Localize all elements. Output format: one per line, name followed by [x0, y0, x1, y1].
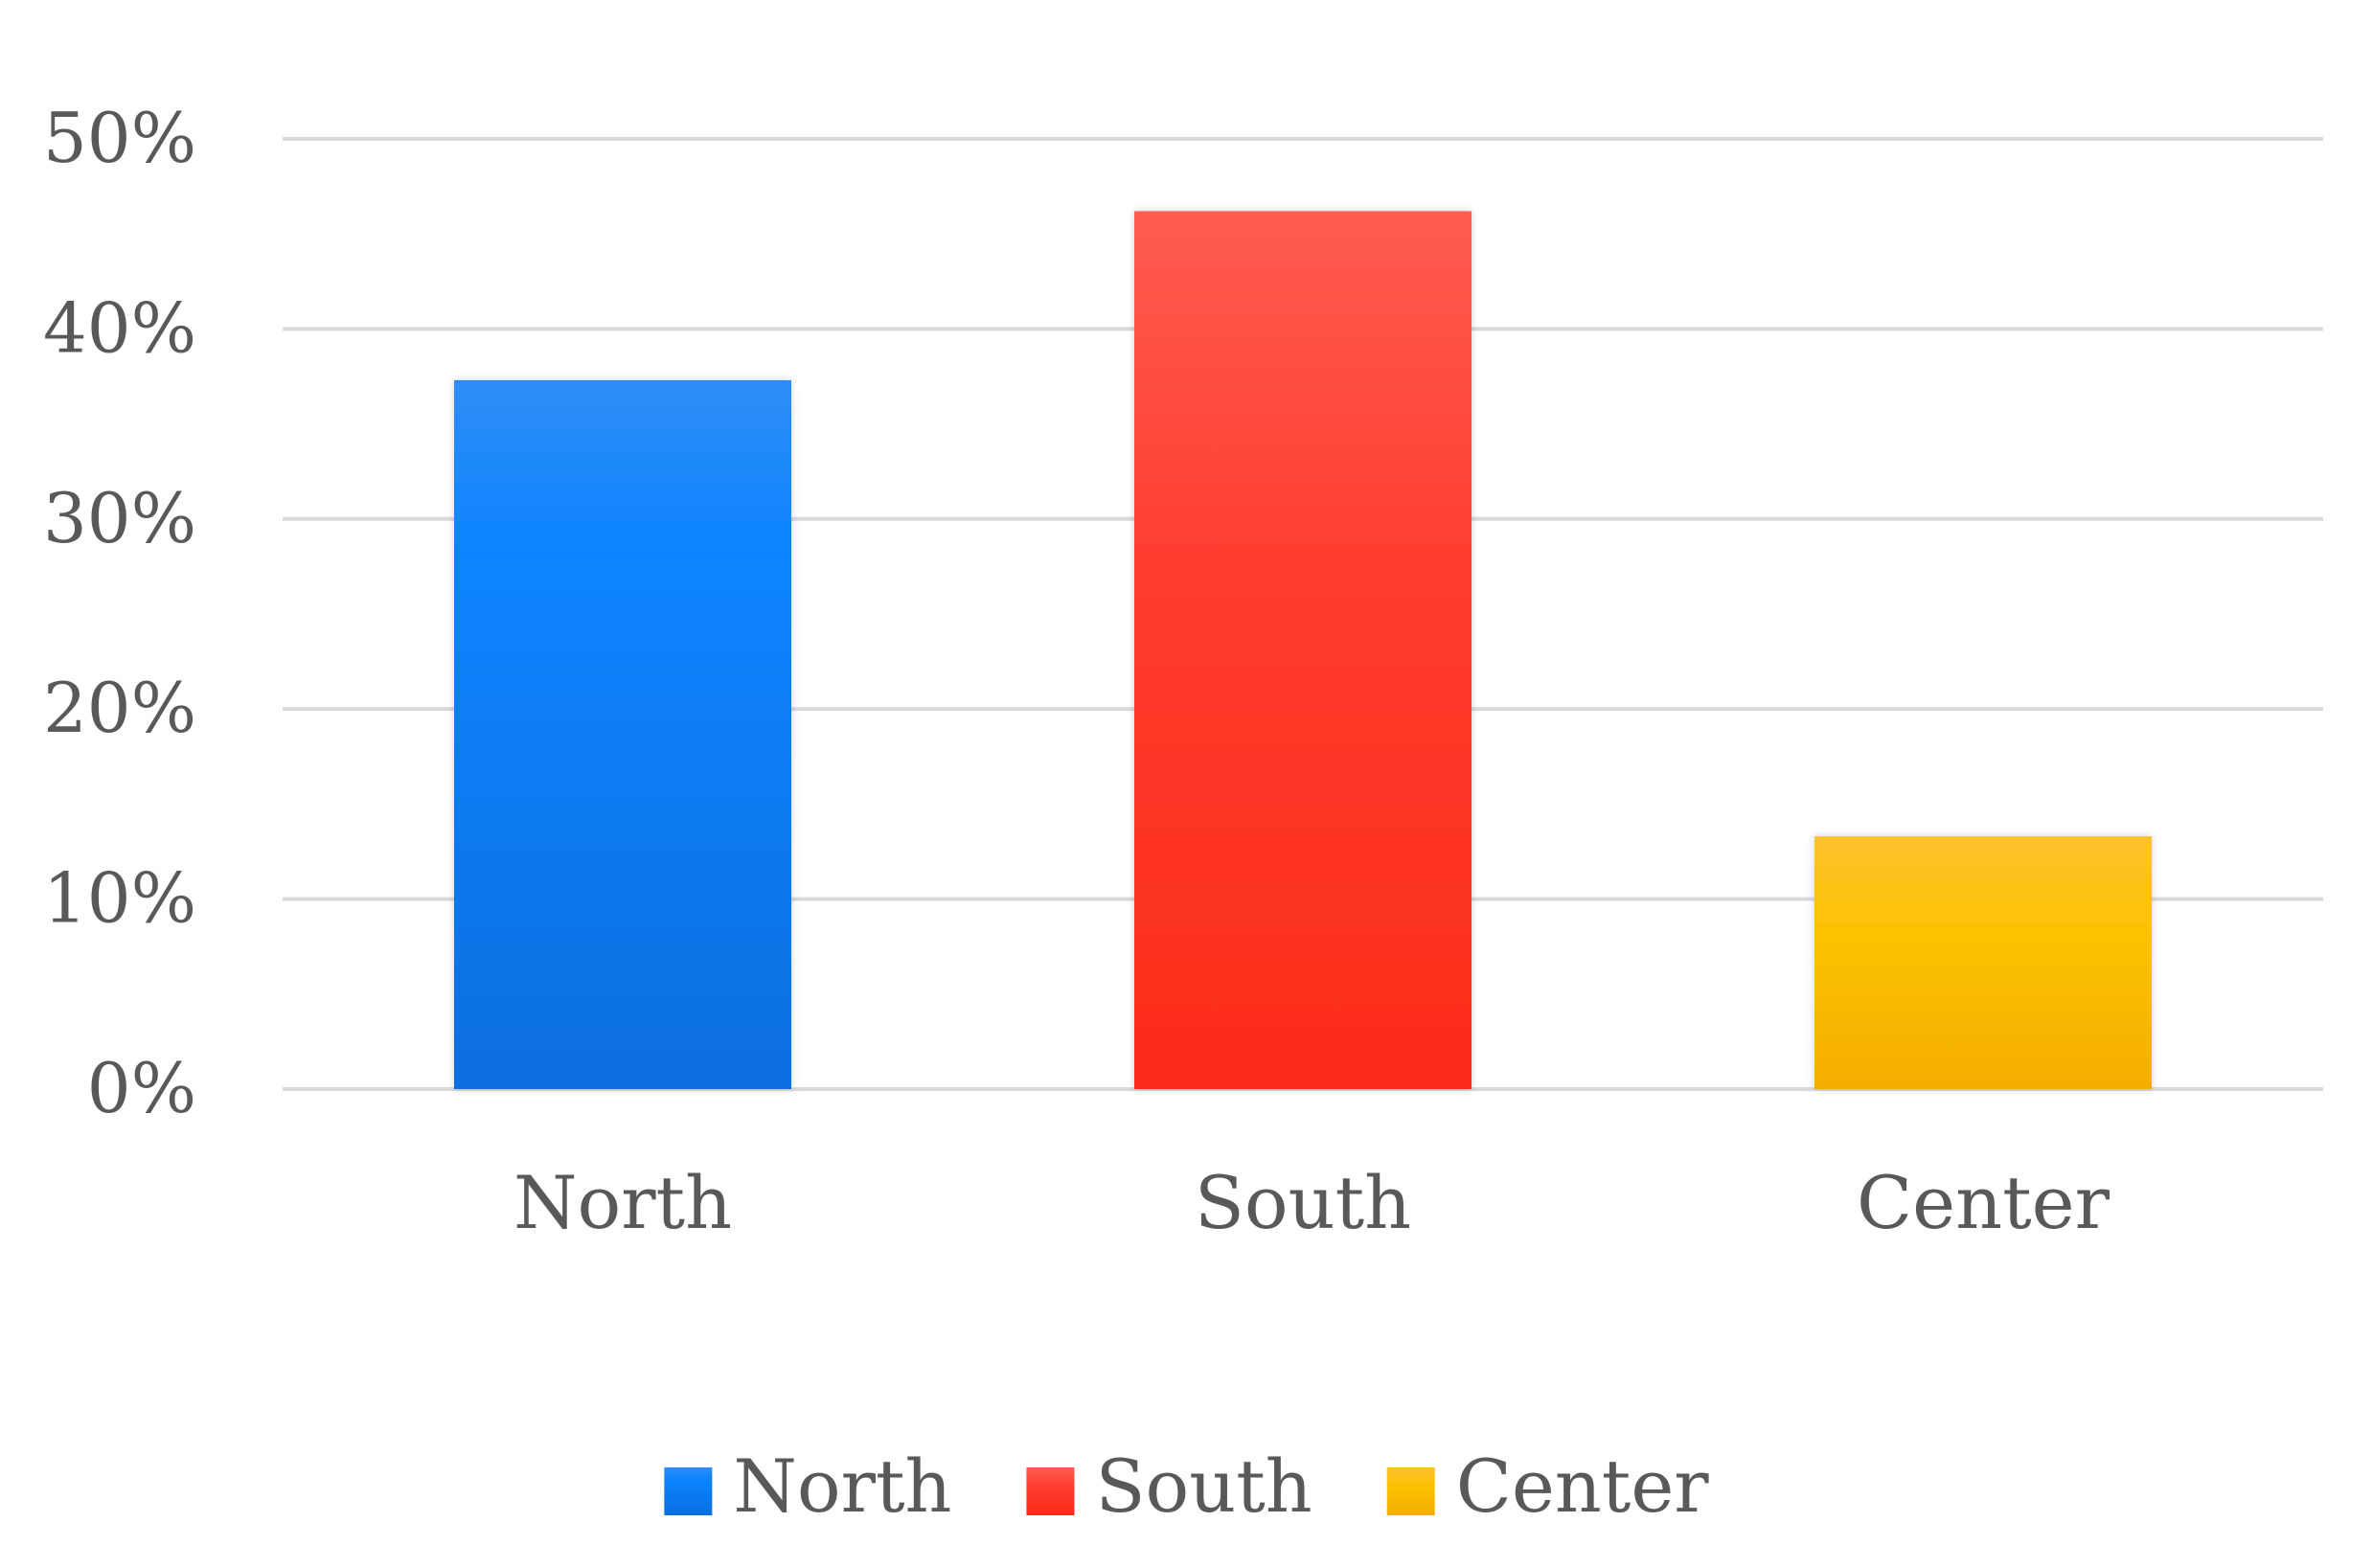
legend-swatch	[664, 1467, 713, 1515]
legend-item-center: Center	[1386, 1443, 1710, 1529]
legend-label: Center	[1456, 1443, 1710, 1529]
y-tick-label: 20%	[43, 668, 196, 748]
legend: North South Center	[664, 1443, 1709, 1529]
legend-item-south: South	[1026, 1443, 1312, 1529]
bar-south	[1134, 211, 1472, 1090]
x-category-label: South	[1195, 1160, 1411, 1245]
y-axis-tick-labels: 0% 10% 20% 30% 40% 50%	[43, 98, 196, 1128]
legend-label: North	[733, 1443, 951, 1529]
legend-swatch	[1386, 1467, 1435, 1515]
bars	[454, 211, 2152, 1090]
x-category-label: Center	[1857, 1160, 2111, 1245]
y-tick-label: 40%	[43, 287, 196, 368]
y-tick-label: 0%	[87, 1048, 196, 1128]
legend-swatch	[1026, 1467, 1075, 1515]
y-tick-label: 50%	[43, 98, 196, 178]
y-tick-label: 10%	[43, 858, 196, 939]
legend-item-north: North	[664, 1443, 951, 1529]
x-category-label: North	[513, 1160, 732, 1245]
x-axis-category-labels: North South Center	[513, 1160, 2111, 1245]
bar-north	[454, 379, 791, 1089]
y-tick-label: 30%	[43, 478, 196, 558]
bar-center	[1814, 836, 2152, 1089]
legend-label: South	[1095, 1443, 1312, 1529]
